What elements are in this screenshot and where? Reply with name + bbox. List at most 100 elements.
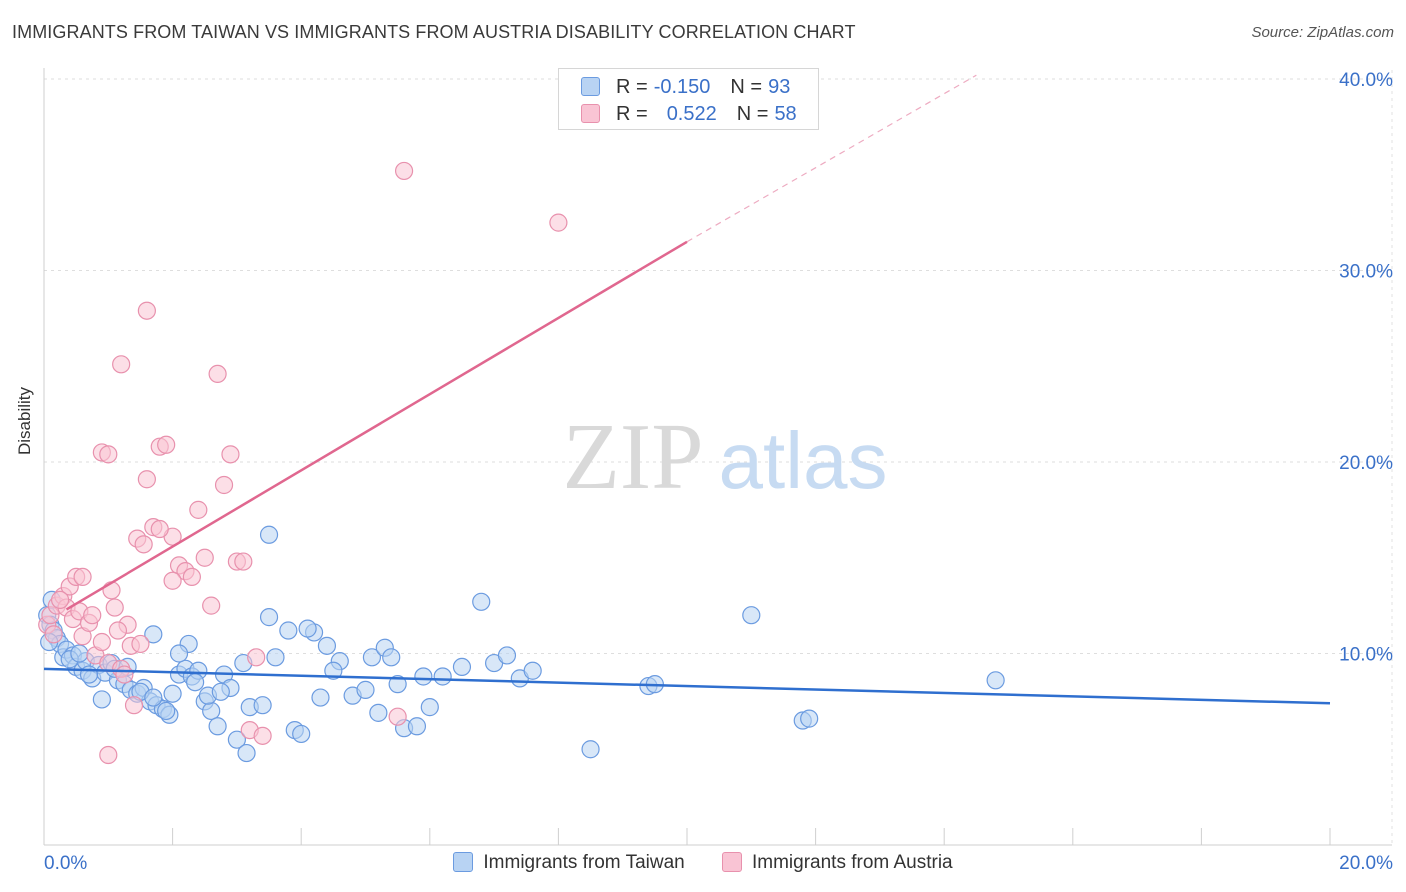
austria-points: [38, 161, 568, 765]
y-tick-label: 30.0%: [1339, 262, 1393, 283]
austria-point: [112, 355, 131, 374]
legend-r-value-taiwan: -0.150: [653, 76, 711, 98]
taiwan-point: [362, 648, 382, 667]
austria-point: [394, 161, 414, 181]
austria-point: [234, 552, 253, 571]
legend-row-taiwan: R = -0.150 N = 93: [581, 76, 790, 102]
austria-point: [124, 696, 144, 715]
taiwan-point: [259, 525, 279, 544]
legend-n-value-taiwan: 93: [768, 76, 791, 98]
austria-point: [195, 548, 214, 567]
taiwan-point: [420, 698, 439, 717]
y-tick-label: 20.0%: [1339, 453, 1393, 474]
taiwan-point: [169, 644, 189, 663]
correlation-legend: R = -0.150 N = 93 R = 0.522 N = 58: [558, 68, 819, 130]
austria-point: [202, 596, 221, 615]
x-tick-label: 20.0%: [1339, 853, 1393, 874]
austria-point: [73, 567, 92, 587]
taiwan-point: [70, 644, 89, 663]
taiwan-point: [356, 680, 375, 699]
y-tick-label: 40.0%: [1339, 70, 1393, 91]
austria-point: [163, 571, 182, 590]
tick-labels: 10.0% 20.0% 30.0% 40.0% 0.0% 20.0%: [44, 70, 1393, 874]
austria-point: [549, 213, 568, 232]
taiwan-point: [144, 625, 163, 644]
austria-point: [83, 606, 102, 625]
austria-point: [44, 625, 63, 644]
taiwan-point: [237, 743, 256, 763]
series-swatch-austria: [722, 852, 742, 872]
series-label-taiwan: Immigrants from Taiwan: [483, 852, 685, 873]
taiwan-point: [324, 661, 343, 680]
source-credit: Source: ZipAtlas.com: [1251, 24, 1394, 41]
taiwan-point: [742, 606, 761, 625]
austria-point: [134, 535, 153, 554]
taiwan-trend-line: [43, 667, 1331, 705]
legend-swatch-taiwan: [581, 77, 600, 96]
legend-swatch-austria: [581, 104, 600, 123]
series-legend: Immigrants from Taiwan Immigrants from A…: [0, 852, 1406, 874]
austria-point: [214, 475, 234, 495]
taiwan-point: [497, 646, 517, 665]
watermark-atlas: atlas: [719, 416, 888, 505]
series-swatch-taiwan: [453, 852, 474, 872]
x-tick-label: 0.0%: [44, 853, 87, 874]
series-legend-taiwan[interactable]: Immigrants from Taiwan: [453, 852, 685, 874]
austria-point: [102, 581, 121, 600]
y-tick-label: 10.0%: [1339, 645, 1393, 666]
legend-r-label: R =: [616, 76, 648, 98]
austria-point: [137, 470, 156, 489]
legend-n-value-austria: 58: [774, 103, 797, 125]
austria-point: [253, 726, 272, 745]
taiwan-point: [227, 730, 246, 749]
taiwan-point: [523, 661, 542, 680]
legend-r-value-austria: 0.522: [666, 103, 717, 125]
taiwan-point: [279, 621, 298, 640]
taiwan-point: [211, 682, 230, 701]
austria-point: [150, 519, 169, 539]
taiwan-point: [292, 724, 311, 744]
austria-point: [182, 567, 201, 587]
austria-point: [115, 665, 134, 684]
taiwan-point: [581, 740, 600, 759]
watermark-zip: ZIP: [563, 405, 704, 509]
austria-point: [99, 745, 118, 765]
taiwan-point: [259, 608, 279, 627]
taiwan-point: [800, 709, 819, 728]
taiwan-point: [317, 636, 337, 655]
taiwan-point: [452, 657, 472, 677]
austria-point: [105, 598, 124, 617]
watermark: ZIP atlas: [563, 405, 888, 509]
legend-n-label: N =: [736, 103, 769, 125]
austria-point: [208, 364, 227, 384]
legend-row-austria: R = 0.522 N = 58: [581, 103, 797, 129]
taiwan-point: [208, 717, 227, 736]
austria-point: [157, 435, 176, 454]
trend-lines: [43, 74, 1331, 705]
taiwan-point: [311, 688, 330, 707]
austria-point: [92, 632, 111, 652]
austria-point: [108, 621, 128, 640]
chart-title: IMMIGRANTS FROM TAIWAN VS IMMIGRANTS FRO…: [12, 22, 856, 42]
axes: [43, 68, 1392, 846]
taiwan-point: [79, 665, 99, 684]
austria-point: [247, 648, 266, 667]
taiwan-point: [414, 667, 433, 686]
austria-point: [137, 301, 156, 320]
taiwan-point: [298, 619, 317, 638]
series-legend-austria[interactable]: Immigrants from Austria: [722, 852, 953, 874]
series-label-austria: Immigrants from Austria: [752, 852, 953, 873]
taiwan-point: [163, 684, 182, 703]
taiwan-point: [92, 690, 111, 709]
taiwan-point: [266, 648, 285, 667]
taiwan-point: [186, 673, 205, 692]
austria-point: [99, 445, 118, 464]
y-axis-label: Disability: [15, 386, 34, 455]
austria-point: [189, 500, 208, 519]
austria-trend-line: [65, 240, 688, 611]
taiwan-point: [388, 675, 407, 694]
taiwan-point: [382, 648, 401, 667]
austria-point: [388, 707, 407, 726]
taiwan-point: [202, 701, 221, 721]
